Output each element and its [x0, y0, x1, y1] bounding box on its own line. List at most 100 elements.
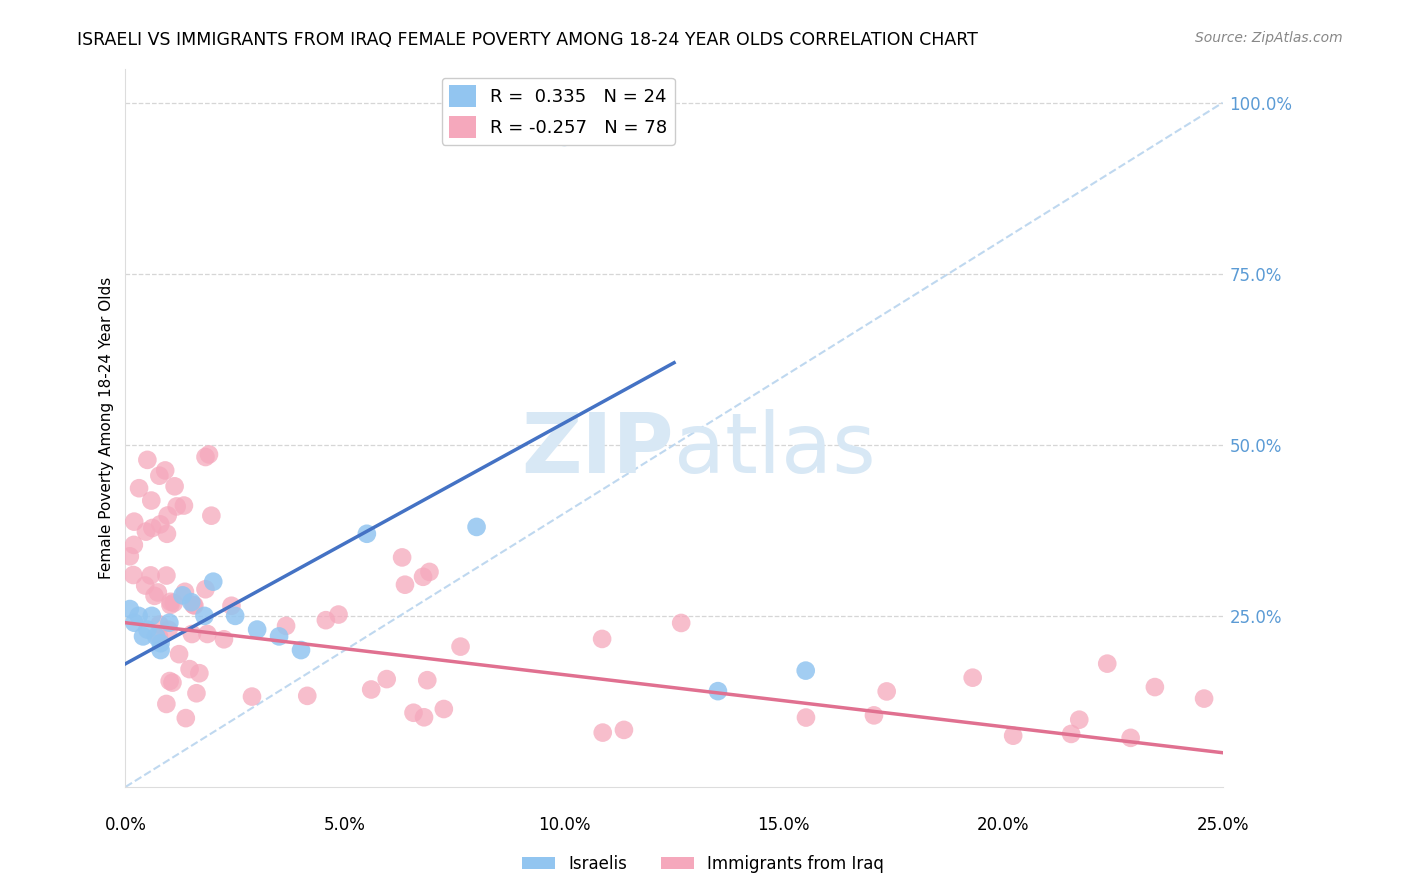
Point	[402, 706, 425, 720]
Point	[356, 526, 378, 541]
Point	[180, 627, 202, 641]
Point	[202, 574, 225, 589]
Point	[1069, 713, 1091, 727]
Point	[188, 666, 211, 681]
Point	[962, 671, 984, 685]
Point	[136, 623, 159, 637]
Point	[118, 549, 141, 564]
Point	[194, 582, 217, 597]
Point	[128, 481, 150, 495]
Point	[669, 615, 692, 630]
Point	[146, 585, 169, 599]
Point	[122, 515, 145, 529]
Point	[128, 608, 150, 623]
Point	[134, 578, 156, 592]
Point	[141, 521, 163, 535]
Point	[163, 596, 186, 610]
Point	[193, 608, 215, 623]
Point	[174, 584, 197, 599]
Legend: R =  0.335   N = 24, R = -0.257   N = 78: R = 0.335 N = 24, R = -0.257 N = 78	[441, 78, 675, 145]
Point	[592, 725, 614, 739]
Point	[166, 500, 188, 514]
Point	[433, 702, 456, 716]
Point	[172, 588, 194, 602]
Point	[149, 643, 172, 657]
Point	[412, 570, 434, 584]
Point	[328, 607, 350, 622]
Point	[149, 517, 172, 532]
Point	[246, 623, 269, 637]
Point	[198, 447, 221, 461]
Point	[391, 550, 413, 565]
Point	[186, 686, 208, 700]
Point	[163, 479, 186, 493]
Point	[591, 632, 613, 646]
Point	[156, 526, 179, 541]
Point	[212, 632, 235, 647]
Text: 20.0%: 20.0%	[977, 815, 1029, 834]
Point	[794, 710, 817, 724]
Text: ISRAELI VS IMMIGRANTS FROM IRAQ FEMALE POVERTY AMONG 18-24 YEAR OLDS CORRELATION: ISRAELI VS IMMIGRANTS FROM IRAQ FEMALE P…	[77, 31, 979, 49]
Point	[136, 453, 159, 467]
Point	[1002, 729, 1025, 743]
Point	[174, 711, 197, 725]
Point	[148, 617, 170, 632]
Point	[135, 524, 157, 539]
Point	[195, 627, 218, 641]
Point	[122, 615, 145, 630]
Point	[148, 629, 170, 643]
Text: 0.0%: 0.0%	[104, 815, 146, 834]
Point	[157, 615, 180, 630]
Point	[1119, 731, 1142, 745]
Point	[156, 508, 179, 523]
Point	[274, 619, 297, 633]
Text: ZIP: ZIP	[522, 409, 673, 490]
Point	[1143, 680, 1166, 694]
Point	[153, 463, 176, 477]
Point	[122, 538, 145, 552]
Text: 25.0%: 25.0%	[1197, 815, 1249, 834]
Point	[149, 636, 172, 650]
Point	[360, 682, 382, 697]
Point	[118, 602, 141, 616]
Point	[143, 589, 166, 603]
Point	[148, 468, 170, 483]
Point	[122, 568, 145, 582]
Point	[221, 599, 243, 613]
Point	[159, 598, 181, 612]
Point	[145, 629, 167, 643]
Point	[418, 565, 440, 579]
Point	[553, 130, 575, 145]
Point	[1192, 691, 1215, 706]
Point	[1097, 657, 1119, 671]
Y-axis label: Female Poverty Among 18-24 Year Olds: Female Poverty Among 18-24 Year Olds	[100, 277, 114, 579]
Point	[413, 710, 436, 724]
Point	[162, 675, 184, 690]
Point	[183, 598, 205, 612]
Text: 15.0%: 15.0%	[758, 815, 810, 834]
Point	[863, 708, 886, 723]
Point	[194, 450, 217, 464]
Point	[141, 608, 163, 623]
Point	[159, 674, 181, 689]
Point	[224, 608, 246, 623]
Point	[267, 629, 290, 643]
Point	[173, 499, 195, 513]
Point	[159, 595, 181, 609]
Point	[157, 623, 180, 637]
Text: 5.0%: 5.0%	[323, 815, 366, 834]
Point	[450, 640, 472, 654]
Point	[297, 689, 319, 703]
Point	[139, 568, 162, 582]
Legend: Israelis, Immigrants from Iraq: Israelis, Immigrants from Iraq	[515, 848, 891, 880]
Point	[167, 647, 190, 661]
Point	[141, 493, 163, 508]
Point	[394, 578, 416, 592]
Point	[155, 697, 177, 711]
Point	[613, 723, 636, 737]
Text: atlas: atlas	[673, 409, 876, 490]
Point	[183, 599, 205, 613]
Point	[876, 684, 898, 698]
Point	[315, 613, 337, 627]
Point	[375, 672, 398, 686]
